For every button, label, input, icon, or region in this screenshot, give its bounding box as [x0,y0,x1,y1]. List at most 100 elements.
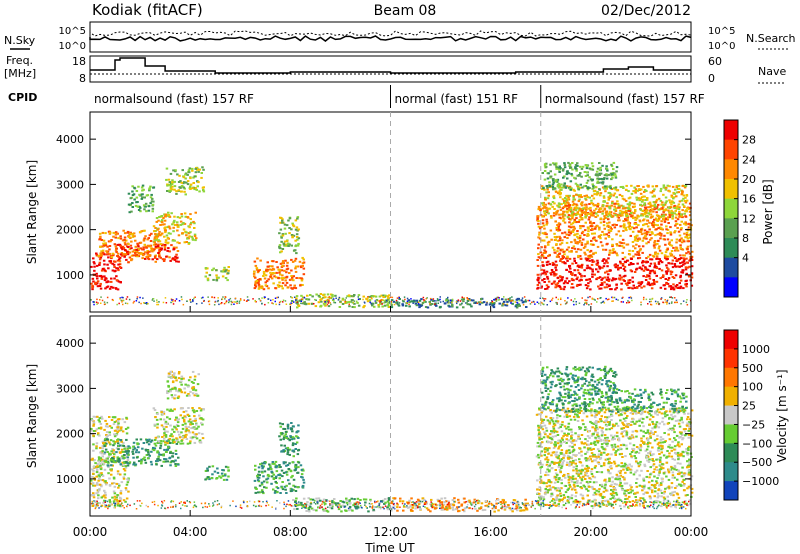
echo-cell [371,304,374,307]
echo-cell [200,176,203,179]
colorbar-cell [724,179,738,200]
echo-cell [98,472,102,475]
echo-cell [90,482,93,485]
echo-cell [271,302,273,304]
echo-cell [596,270,600,273]
echo-cell [190,427,193,430]
echo-cell [172,169,175,172]
echo-cell [622,278,625,281]
echo-cell [197,432,201,435]
echo-cell [664,209,667,212]
echo-cell [96,433,100,436]
echo-cell [662,301,664,304]
echo-cell [479,301,482,303]
echo-cell [182,303,185,306]
echo-cell [429,302,431,304]
echo-cell [406,302,408,304]
echo-cell [642,237,646,240]
echo-cell [161,221,164,224]
echo-cell [414,302,418,305]
echo-cell [150,200,154,203]
echo-cell [547,255,550,258]
echo-cell [580,232,584,235]
echo-cell [169,232,172,235]
echo-cell [587,218,591,221]
echo-cell [175,298,178,300]
echo-cell [258,285,261,288]
echo-cell [228,299,230,301]
echo-cell [138,193,141,196]
echo-cell [99,462,102,465]
echo-cell [129,203,132,206]
echo-cell [435,304,438,307]
echo-cell [539,251,542,254]
echo-cell [382,499,385,502]
nsearch-label: N.Search [746,32,796,45]
nsky-tick-high: 10^5 [59,26,86,37]
echo-cell [183,434,187,437]
nsky-tick-low: 10^0 [59,41,86,52]
echo-cell [151,210,154,213]
echo-cell [298,503,301,506]
echo-cell [174,426,177,429]
echo-cell [119,245,122,248]
echo-cell [290,438,293,441]
echo-cell [181,416,185,419]
echo-cell [299,300,301,302]
echo-cell [104,480,107,483]
echo-cell [280,300,282,303]
echo-cell [281,475,284,478]
echo-cell [620,242,623,245]
echo-cell [667,268,670,271]
echo-cell [553,187,557,190]
echo-cell [122,444,125,447]
echo-cell [162,425,165,428]
echo-cell [545,165,548,168]
colorbar-cell [724,120,738,141]
echo-cell [573,227,576,230]
echo-cell [132,463,135,466]
echo-cell [134,250,137,253]
echo-cell [290,302,292,304]
echo-cell [139,247,143,250]
echo-cell [592,184,595,187]
echo-cell [172,299,174,301]
echo-cell [297,461,301,464]
echo-cell [205,477,209,480]
echo-cell [115,433,118,436]
echo-cell [114,440,117,443]
echo-cell [163,434,166,437]
echo-cell [665,264,668,267]
echo-cell [588,203,591,205]
echo-cell [397,303,400,306]
echo-cell [101,299,104,302]
echo-cell [653,280,656,283]
echo-cell [257,470,261,473]
echo-cell [257,491,260,494]
echo-cell [110,239,113,241]
echo-cell [98,446,102,449]
echo-cell [274,477,277,479]
echo-cell [682,263,685,266]
echo-cell [168,250,171,253]
echo-cell [350,301,353,303]
echo-cell [379,300,383,303]
echo-cell [590,263,594,266]
echo-cell [591,168,595,171]
echo-cell [383,502,386,505]
echo-cell [598,174,601,176]
echo-cell [166,380,170,383]
echo-cell [140,302,142,305]
echo-cell [585,278,588,281]
echo-cell [112,235,115,238]
echo-cell [659,233,662,236]
echo-cell [558,235,561,238]
echo-cell [646,215,649,218]
echo-cell [356,301,359,304]
echo-cell [160,424,164,427]
echo-cell [96,285,100,288]
echo-cell [591,165,595,168]
echo-cell [612,248,615,251]
echo-cell [597,285,600,288]
echo-cell [302,478,305,481]
